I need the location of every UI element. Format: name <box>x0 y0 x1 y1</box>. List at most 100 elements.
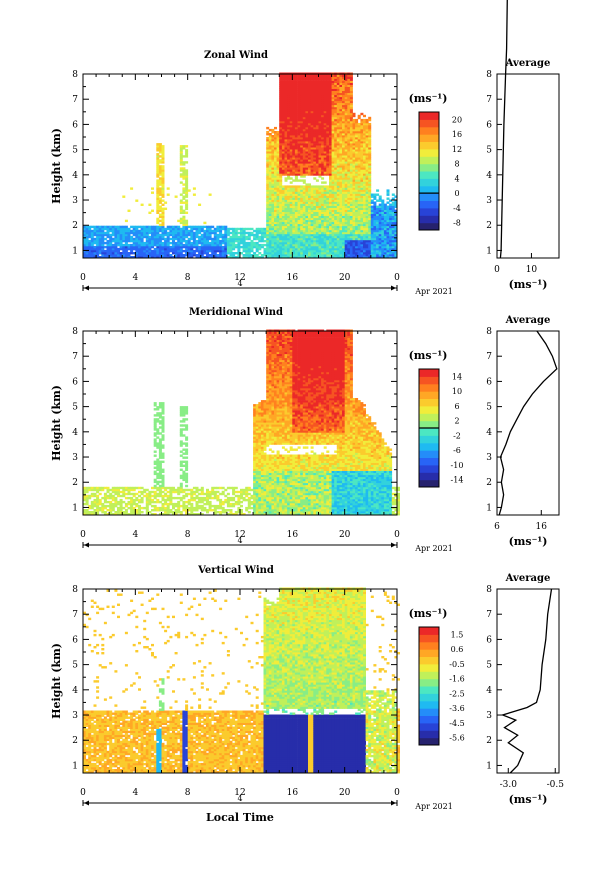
heatmap-cell <box>370 256 374 259</box>
heatmap-cell <box>336 205 340 208</box>
heatmap-cell <box>300 199 304 202</box>
heatmap-cell <box>321 98 325 102</box>
heatmap-cell <box>336 185 340 188</box>
heatmap-cell <box>130 245 134 249</box>
heatmap-cell <box>219 239 223 243</box>
heatmap-cell <box>315 118 319 122</box>
heatmap-cell <box>156 183 160 186</box>
heatmap-cell <box>292 223 296 227</box>
heatmap-cell <box>368 149 372 152</box>
heatmap-cell <box>323 76 327 79</box>
heatmap-cell <box>266 171 270 174</box>
heatmap-cell <box>331 102 335 106</box>
heatmap-cell <box>300 143 304 146</box>
heatmap-cell <box>268 161 272 164</box>
heatmap-cell <box>250 247 254 251</box>
heatmap-cell <box>219 249 223 253</box>
heatmap-cell <box>124 219 128 223</box>
heatmap-cell <box>161 227 165 231</box>
heatmap-cell <box>381 213 385 216</box>
heatmap-cell <box>271 149 275 152</box>
heatmap-cell <box>370 241 374 245</box>
heatmap-cell <box>111 225 115 229</box>
heatmap-cell <box>305 92 309 96</box>
heatmap-cell <box>276 199 280 202</box>
heatmap-cell <box>229 252 233 255</box>
heatmap-cell <box>166 193 170 196</box>
heatmap-cell <box>195 256 199 259</box>
heatmap-cell <box>216 227 220 231</box>
heatmap-cell <box>158 241 162 245</box>
heatmap-cell <box>203 243 207 247</box>
heatmap-cell <box>179 249 183 253</box>
heatmap-cell <box>339 177 343 180</box>
heatmap-cell <box>279 143 283 146</box>
heatmap-cell <box>334 235 338 239</box>
heatmap-cell <box>352 211 356 214</box>
heatmap-cell <box>321 141 325 144</box>
heatmap-cell <box>255 227 259 231</box>
heatmap-cell <box>179 256 183 259</box>
heatmap-cell <box>365 173 369 176</box>
heatmap-cell <box>158 229 162 233</box>
heatmap-cell <box>344 78 348 81</box>
heatmap-cell <box>156 201 160 204</box>
heatmap-cell <box>156 191 160 194</box>
heatmap-cell <box>347 102 351 106</box>
heatmap-cell <box>378 213 382 216</box>
heatmap-cell <box>297 137 301 140</box>
heatmap-cell <box>294 199 298 202</box>
heatmap-cell <box>389 239 393 243</box>
heatmap-cell <box>302 209 306 212</box>
heatmap-cell <box>281 78 285 81</box>
heatmap-cell <box>266 175 270 178</box>
heatmap-cell <box>391 229 395 233</box>
heatmap-cell <box>297 239 301 243</box>
heatmap-cell <box>308 102 311 106</box>
heatmap-cell <box>363 213 366 216</box>
heatmap-cell <box>368 197 372 200</box>
heatmap-cell <box>331 84 335 87</box>
heatmap-cell <box>321 215 325 219</box>
heatmap-cell <box>156 155 160 158</box>
heatmap-cell <box>85 225 89 229</box>
heatmap-cell <box>111 243 115 247</box>
heatmap-cell <box>349 100 353 104</box>
heatmap-cell <box>326 76 330 79</box>
heatmap-cell <box>213 229 217 233</box>
heatmap-cell <box>88 513 92 516</box>
heatmap-cell <box>318 78 322 81</box>
heatmap-cell <box>145 254 149 257</box>
heatmap-cell <box>329 98 332 102</box>
heatmap-cell <box>185 239 189 243</box>
heatmap-cell <box>185 169 189 172</box>
heatmap-cell <box>88 241 92 245</box>
heatmap-cell <box>339 98 343 102</box>
heatmap-cell <box>245 235 249 239</box>
heatmap-cell <box>185 185 189 188</box>
heatmap-cell <box>326 225 330 229</box>
heatmap-cell <box>258 247 262 251</box>
heatmap-cell <box>276 207 280 210</box>
heatmap-cell <box>355 161 359 164</box>
heatmap-cell <box>331 211 335 214</box>
heatmap-cell <box>266 209 270 212</box>
heatmap-cell <box>308 128 311 132</box>
heatmap-cell <box>302 159 306 162</box>
heatmap-cell <box>93 241 97 245</box>
heatmap-cell <box>305 217 309 221</box>
heatmap-cell <box>187 247 191 251</box>
heatmap-cell <box>389 252 393 255</box>
x-tick-label: 0 <box>394 273 400 283</box>
heatmap-cell <box>349 76 353 79</box>
heatmap-cell <box>213 252 217 255</box>
heatmap-cell <box>318 84 322 87</box>
heatmap-cell <box>344 199 348 202</box>
heatmap-cell <box>302 169 306 172</box>
heatmap-cell <box>391 221 395 225</box>
heatmap-cell <box>203 231 207 235</box>
heatmap-cell <box>352 147 356 150</box>
heatmap-cell <box>310 153 314 156</box>
heatmap-cell <box>323 153 327 156</box>
